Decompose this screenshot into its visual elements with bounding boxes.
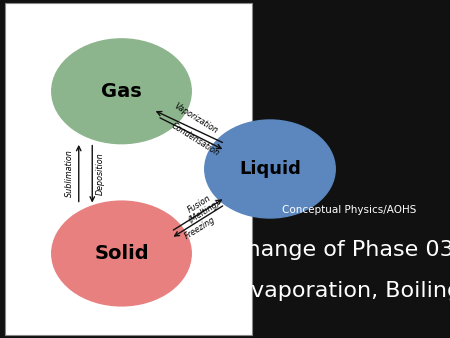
Text: Evaporation, Boiling: Evaporation, Boiling <box>237 281 450 301</box>
Text: Deposition: Deposition <box>95 152 104 195</box>
Text: Vaporization: Vaporization <box>172 101 219 135</box>
Circle shape <box>52 201 191 306</box>
Text: Condensation: Condensation <box>170 121 221 158</box>
Text: Fusion
(Melting): Fusion (Melting) <box>181 190 222 225</box>
Circle shape <box>205 120 335 218</box>
Bar <box>4 3 252 335</box>
Circle shape <box>52 39 191 144</box>
Text: Solid: Solid <box>94 244 149 263</box>
Text: Conceptual Physics/AOHS: Conceptual Physics/AOHS <box>282 204 416 215</box>
Text: Liquid: Liquid <box>239 160 301 178</box>
Text: Sublimation: Sublimation <box>65 149 74 197</box>
Text: Gas: Gas <box>101 82 142 101</box>
Text: Freezing: Freezing <box>183 215 217 241</box>
Text: Change of Phase 03a: Change of Phase 03a <box>230 240 450 260</box>
